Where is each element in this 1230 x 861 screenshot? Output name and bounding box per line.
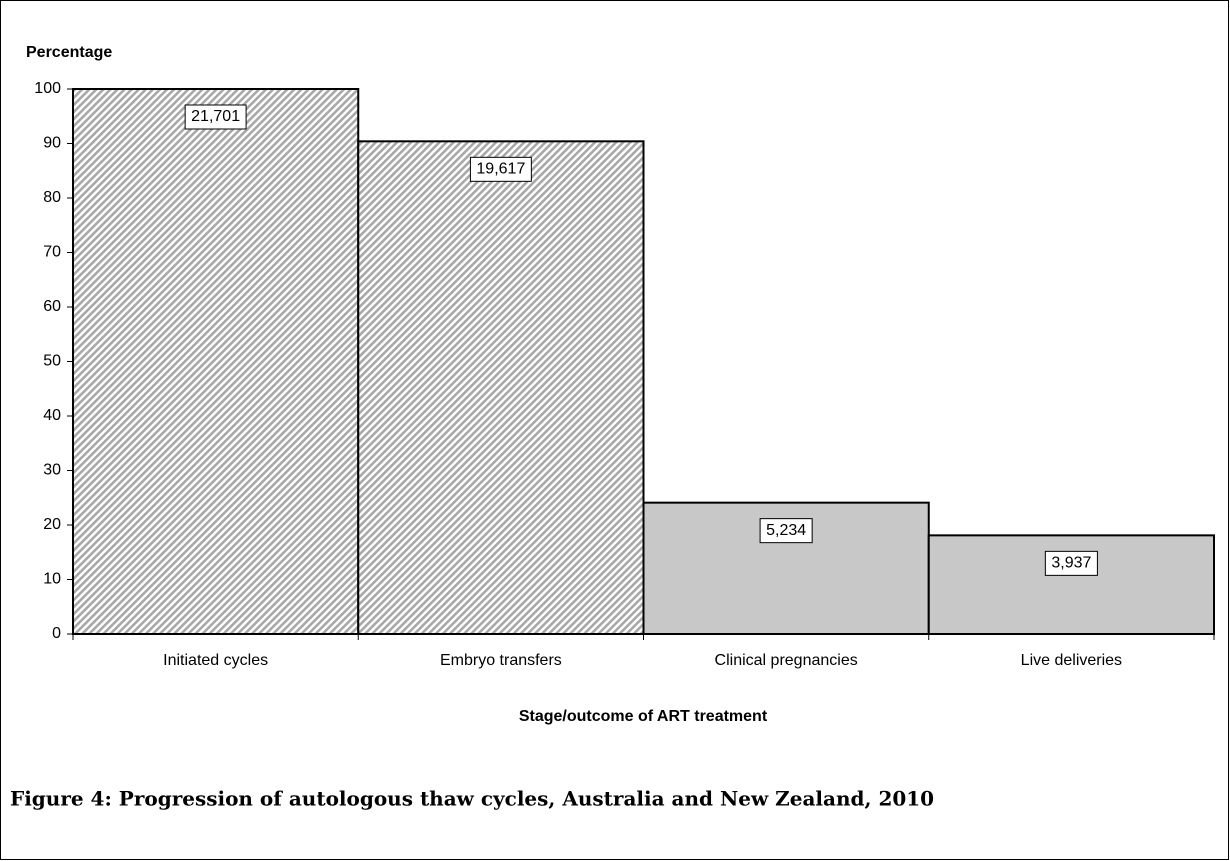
y-tick-label: 0: [52, 625, 61, 642]
y-tick-label: 30: [43, 462, 61, 479]
data-label: 21,701: [191, 108, 240, 125]
y-tick-label: 40: [43, 407, 61, 424]
data-label: 19,617: [476, 161, 525, 178]
x-axis-title: Stage/outcome of ART treatment: [519, 708, 768, 725]
data-label-box: [759, 518, 813, 544]
data-label: 3,937: [1051, 555, 1091, 572]
y-tick-label: 20: [43, 516, 61, 533]
x-tick-label: Embryo transfers: [440, 652, 562, 669]
y-tick-label: 60: [43, 298, 61, 315]
bar: [357, 140, 645, 635]
y-axis-title: Percentage: [26, 44, 112, 61]
y-tick-label: 100: [34, 80, 61, 97]
bar: [927, 534, 1215, 635]
data-label: 5,234: [766, 522, 806, 539]
y-tick-label: 80: [43, 189, 61, 206]
x-tick-label: Clinical pregnancies: [715, 652, 858, 669]
figure-caption: Figure 4: Progression of autologous thaw…: [10, 787, 934, 811]
x-tick-label: Initiated cycles: [163, 652, 268, 669]
bar: [72, 88, 360, 635]
data-label-box: [184, 104, 247, 130]
data-label-box: [469, 156, 532, 182]
y-tick-label: 10: [43, 571, 61, 588]
y-tick-label: 50: [43, 353, 61, 370]
y-tick-label: 70: [43, 244, 61, 261]
y-tick-label: 90: [43, 135, 61, 152]
x-tick-label: Live deliveries: [1021, 652, 1122, 669]
data-label-box: [1044, 550, 1098, 576]
